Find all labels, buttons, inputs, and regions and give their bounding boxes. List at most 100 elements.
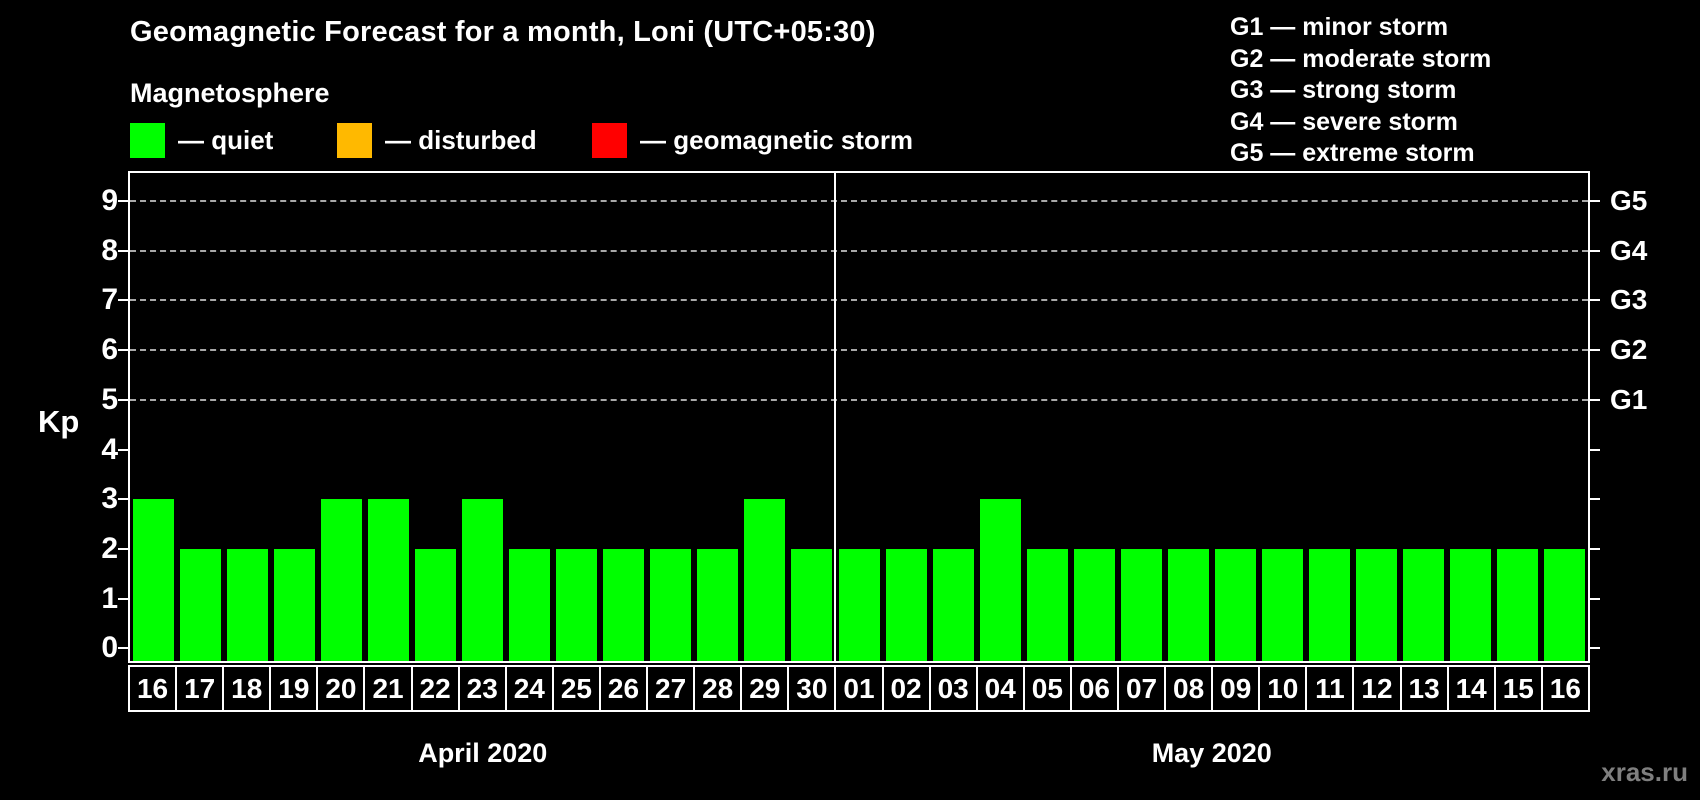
kp-bar-day-08 xyxy=(1167,548,1209,661)
y-tick-left-2 xyxy=(118,547,128,550)
kp-bar-day-19 xyxy=(274,548,316,661)
kp-bar-day-25 xyxy=(556,548,598,661)
day-label-15: 15 xyxy=(1493,665,1543,712)
kp-bar-day-17 xyxy=(180,548,222,661)
legend-label-disturbed: — disturbed xyxy=(385,125,537,155)
y-tick-label-1: 1 xyxy=(101,581,118,615)
y-tick-label-3: 3 xyxy=(101,482,118,516)
y-tick-label-6: 6 xyxy=(101,333,118,367)
day-label-30: 30 xyxy=(787,665,837,712)
kp-bar-day-23 xyxy=(462,498,504,661)
legend-item-quiet: — quiet xyxy=(130,123,273,158)
day-label-20: 20 xyxy=(316,665,366,712)
y-tick-label-4: 4 xyxy=(101,432,118,466)
kp-bar-day-04 xyxy=(979,498,1021,661)
y-tick-label-9: 9 xyxy=(101,184,118,217)
legend-label-quiet: — quiet xyxy=(178,125,274,155)
day-label-16: 16 xyxy=(1540,665,1590,712)
y-tick-right-2 xyxy=(1590,547,1600,550)
kp-bar-day-29 xyxy=(744,498,786,661)
y-tick-label-7: 7 xyxy=(101,283,118,317)
legend-item-geomagnetic-storm: — geomagnetic storm xyxy=(592,123,913,158)
g-scale-label-g3: G3 xyxy=(1610,284,1648,316)
day-label-16: 16 xyxy=(128,665,178,712)
kp-bar-day-26 xyxy=(603,548,645,661)
g-legend-line-3: G3 — strong storm xyxy=(1230,76,1457,104)
day-label-21: 21 xyxy=(363,665,413,712)
grid-line-kp8 xyxy=(130,249,1588,252)
kp-bar-day-28 xyxy=(697,548,739,661)
kp-bar-day-16 xyxy=(133,498,175,661)
g-legend-line-5: G5 — extreme storm xyxy=(1230,139,1475,167)
kp-bar-day-03 xyxy=(932,548,974,661)
g-scale-label-g5: G5 xyxy=(1610,185,1648,216)
y-tick-right-7 xyxy=(1590,299,1600,302)
kp-bar-day-21 xyxy=(368,498,410,661)
y-tick-label-5: 5 xyxy=(101,382,118,416)
y-tick-left-3 xyxy=(118,498,128,501)
kp-bar-day-14 xyxy=(1449,548,1491,661)
day-label-27: 27 xyxy=(646,665,696,712)
g-scale-label-g2: G2 xyxy=(1610,334,1648,366)
day-label-17: 17 xyxy=(175,665,225,712)
kp-bar-day-11 xyxy=(1308,548,1350,661)
day-label-08: 08 xyxy=(1164,665,1214,712)
y-tick-label-8: 8 xyxy=(101,233,118,267)
grid-line-kp5 xyxy=(130,398,1588,401)
day-label-24: 24 xyxy=(504,665,554,712)
watermark: xras.ru xyxy=(1601,757,1688,787)
plot-area xyxy=(128,171,1590,663)
day-label-05: 05 xyxy=(1022,665,1072,712)
y-tick-right-1 xyxy=(1590,597,1600,600)
g-legend-line-4: G4 — severe storm xyxy=(1230,107,1458,136)
kp-bar-day-15 xyxy=(1496,548,1538,661)
day-axis: 16 17 18 19 20 21 22 23 24 25 26 27 28 29 30 01 02 03 04 05… xyxy=(128,665,1590,712)
legend-swatch-quiet-icon xyxy=(130,123,165,158)
day-label-07: 07 xyxy=(1116,665,1167,712)
day-label-10: 10 xyxy=(1258,665,1308,712)
kp-bar-day-16 xyxy=(1543,548,1585,661)
y-tick-right-8 xyxy=(1590,249,1600,252)
g-scale-legend: G1 — minor storm G2 — moderate storm G3 — … xyxy=(1230,12,1491,170)
y-tick-right-4 xyxy=(1590,448,1600,451)
month-label-april: April 2020 xyxy=(418,738,548,768)
y-tick-right-9 xyxy=(1590,200,1600,202)
y-tick-label-0: 0 xyxy=(101,631,118,665)
grid-line-kp6 xyxy=(130,349,1588,352)
kp-bar-day-02 xyxy=(885,548,927,661)
day-label-13: 13 xyxy=(1399,665,1449,712)
kp-bar-day-22 xyxy=(415,548,457,661)
y-axis-title: Kp xyxy=(38,404,80,439)
day-label-11: 11 xyxy=(1305,665,1355,712)
day-label-14: 14 xyxy=(1446,665,1496,712)
kp-bar-day-27 xyxy=(650,548,692,661)
y-tick-left-7 xyxy=(118,299,128,302)
day-label-02: 02 xyxy=(881,665,931,712)
y-tick-right-6 xyxy=(1590,349,1600,352)
g-scale-label-g4: G4 xyxy=(1610,234,1648,266)
y-tick-left-0 xyxy=(118,647,128,650)
kp-bar-day-20 xyxy=(321,498,363,661)
g-scale-label-g1: G1 xyxy=(1610,383,1648,415)
y-tick-right-3 xyxy=(1590,498,1600,501)
grid-line-kp7 xyxy=(130,299,1588,302)
y-tick-label-2: 2 xyxy=(101,531,118,565)
g-legend-line-1: G1 — minor storm xyxy=(1230,13,1449,41)
kp-bar-day-05 xyxy=(1026,548,1068,661)
kp-bar-day-12 xyxy=(1355,548,1397,661)
y-tick-left-6 xyxy=(118,349,128,352)
legend-item-disturbed: — disturbed xyxy=(337,123,537,158)
day-label-18: 18 xyxy=(222,665,272,712)
kp-bar-day-07 xyxy=(1120,548,1162,661)
kp-bar-day-24 xyxy=(509,548,551,661)
kp-bar-day-09 xyxy=(1214,548,1256,661)
month-label-may: May 2020 xyxy=(1151,738,1272,768)
magnetosphere-legend-title: Magnetosphere xyxy=(130,78,330,108)
y-tick-left-9 xyxy=(118,200,128,202)
y-tick-left-4 xyxy=(118,448,128,451)
legend-label-geomagnetic-storm: — geomagnetic storm xyxy=(640,125,914,155)
day-label-25: 25 xyxy=(551,665,601,712)
legend-swatch-disturbed-icon xyxy=(337,123,372,158)
day-label-22: 22 xyxy=(410,665,460,712)
